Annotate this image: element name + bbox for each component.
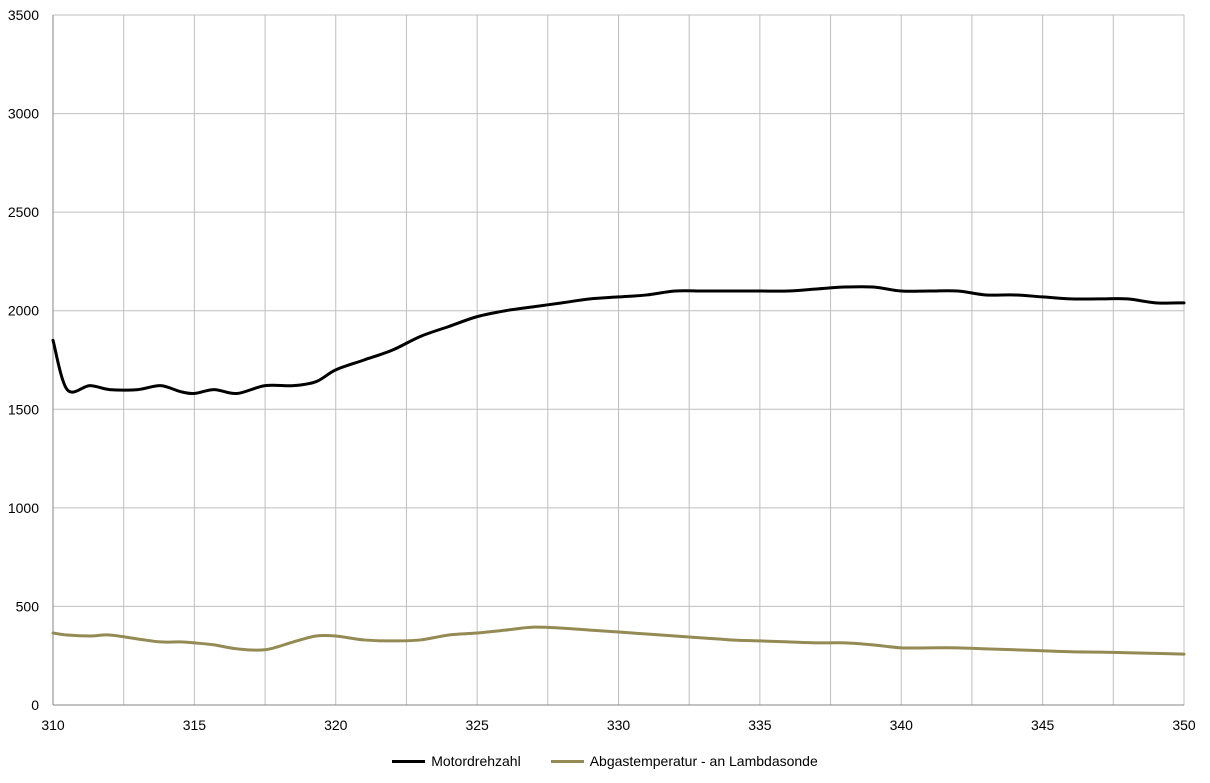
series-line-motordrehzahl [51, 285, 1186, 396]
y-tick-label: 3500 [8, 7, 39, 23]
legend-item-abgastemperatur: Abgastemperatur - an Lambdasonde [550, 753, 818, 769]
axes [52, 15, 1184, 706]
x-tick-label: 320 [324, 717, 348, 733]
y-tick-label: 2500 [8, 204, 39, 220]
line-chart: 0 500 1000 1500 2000 2500 3000 3500 310 315 320 32… [8, 7, 1196, 733]
legend-label-abgastemperatur: Abgastemperatur - an Lambdasonde [589, 753, 818, 769]
legend: Motordrehzahl Abgastemperatur - an Lambd… [0, 749, 1210, 773]
y-tick-label: 2000 [8, 303, 39, 319]
x-tick-label: 315 [183, 717, 207, 733]
x-tick-label: 350 [1172, 717, 1196, 733]
grid-lines [52, 14, 1185, 706]
series-lines [51, 285, 1186, 656]
y-axis-tick-labels: 0 500 1000 1500 2000 2500 3000 3500 [8, 7, 39, 713]
y-tick-label: 0 [31, 697, 39, 713]
x-tick-label: 335 [748, 717, 772, 733]
x-tick-label: 340 [890, 717, 914, 733]
x-tick-label: 310 [41, 717, 65, 733]
x-tick-label: 345 [1031, 717, 1055, 733]
x-tick-label: 330 [607, 717, 631, 733]
y-tick-label: 500 [16, 598, 40, 614]
legend-item-motordrehzahl: Motordrehzahl [392, 753, 521, 769]
x-axis-tick-labels: 310 315 320 325 330 335 340 345 350 [41, 717, 1196, 733]
y-tick-label: 1500 [8, 401, 39, 417]
y-tick-label: 1000 [8, 500, 39, 516]
legend-label-motordrehzahl: Motordrehzahl [431, 753, 521, 769]
legend-swatch-motordrehzahl [392, 759, 426, 763]
x-tick-label: 325 [465, 717, 489, 733]
legend-swatch-abgastemperatur [550, 759, 584, 763]
series-line-abgastemperatur [51, 625, 1186, 656]
y-tick-label: 3000 [8, 106, 39, 122]
